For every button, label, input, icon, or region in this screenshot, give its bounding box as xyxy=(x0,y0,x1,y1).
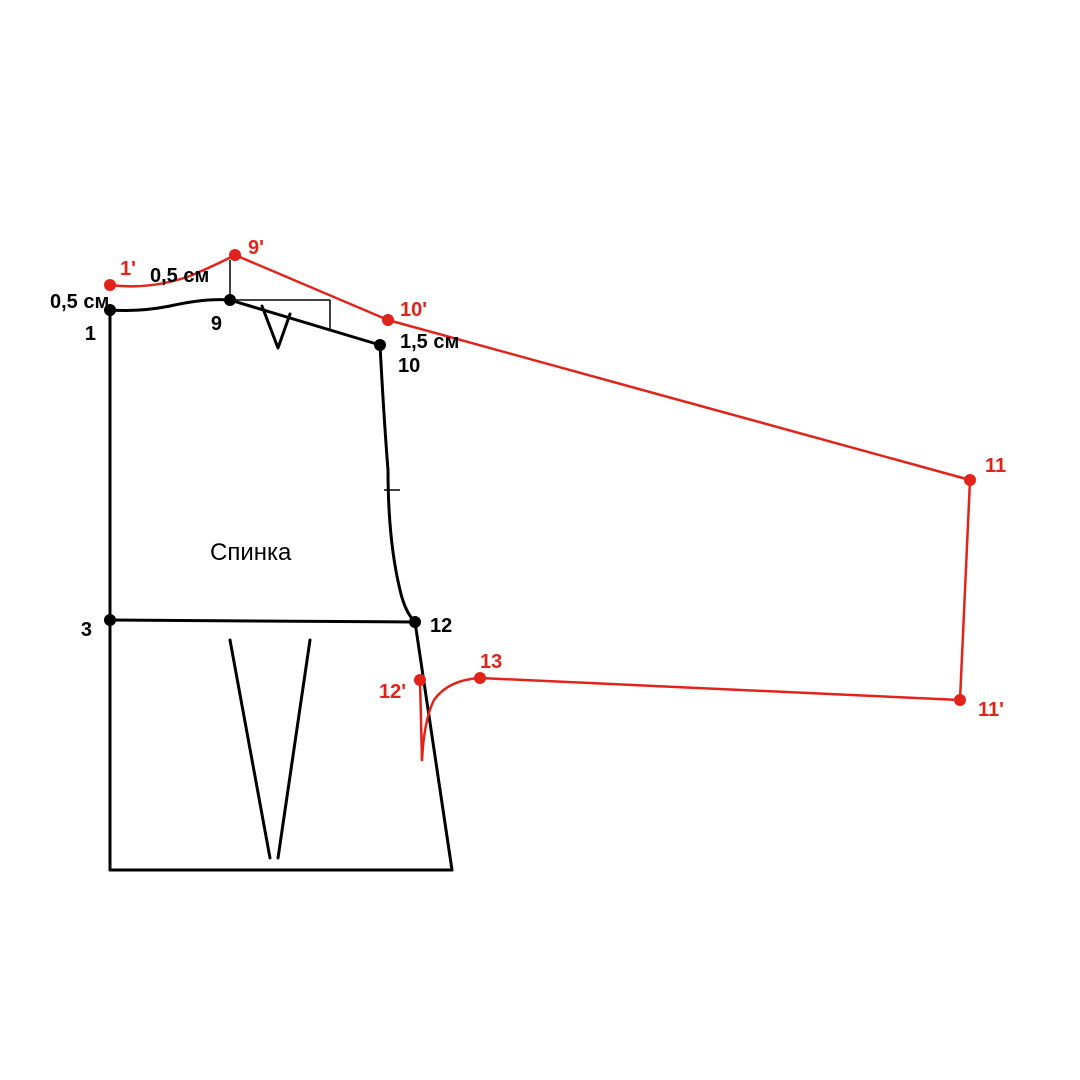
modification-line xyxy=(420,680,422,760)
point-label-1: 1 xyxy=(85,323,96,345)
pattern-line xyxy=(278,640,310,858)
pattern-line xyxy=(380,345,415,622)
pattern-diagram: 139101211131'9'10'11'12'0,5 см0,5 см1,5 … xyxy=(0,0,1080,1080)
pattern-line xyxy=(230,640,270,858)
modification-line xyxy=(235,255,388,320)
point-label-11: 11 xyxy=(985,455,1006,477)
point-3 xyxy=(104,614,116,626)
point-label-9: 9 xyxy=(211,313,222,335)
point-13 xyxy=(474,672,486,684)
pattern-line xyxy=(110,620,415,622)
point-10p xyxy=(382,314,394,326)
point-9 xyxy=(224,294,236,306)
point-label-12p: 12' xyxy=(379,681,406,703)
modification-line xyxy=(960,480,970,700)
dimension-label: 0,5 см xyxy=(150,265,209,287)
modification-line xyxy=(480,678,960,700)
region-label: Спинка xyxy=(210,539,292,566)
dimension-label: 1,5 см xyxy=(400,331,459,353)
point-9p xyxy=(229,249,241,261)
point-label-10p: 10' xyxy=(400,299,427,321)
point-label-11p: 11' xyxy=(978,699,1004,721)
point-label-9p: 9' xyxy=(248,237,264,259)
point-label-12: 12 xyxy=(430,615,452,637)
point-12p xyxy=(414,674,426,686)
dimension-label: 0,5 см xyxy=(50,291,109,313)
point-label-10: 10 xyxy=(398,355,420,377)
pattern-line xyxy=(110,300,230,311)
point-11p xyxy=(954,694,966,706)
point-label-1p: 1' xyxy=(120,258,136,280)
point-label-3: 3 xyxy=(81,619,92,641)
point-10 xyxy=(374,339,386,351)
modification-line xyxy=(388,320,970,480)
point-1p xyxy=(104,279,116,291)
point-11 xyxy=(964,474,976,486)
point-12 xyxy=(409,616,421,628)
point-label-13: 13 xyxy=(480,651,502,673)
